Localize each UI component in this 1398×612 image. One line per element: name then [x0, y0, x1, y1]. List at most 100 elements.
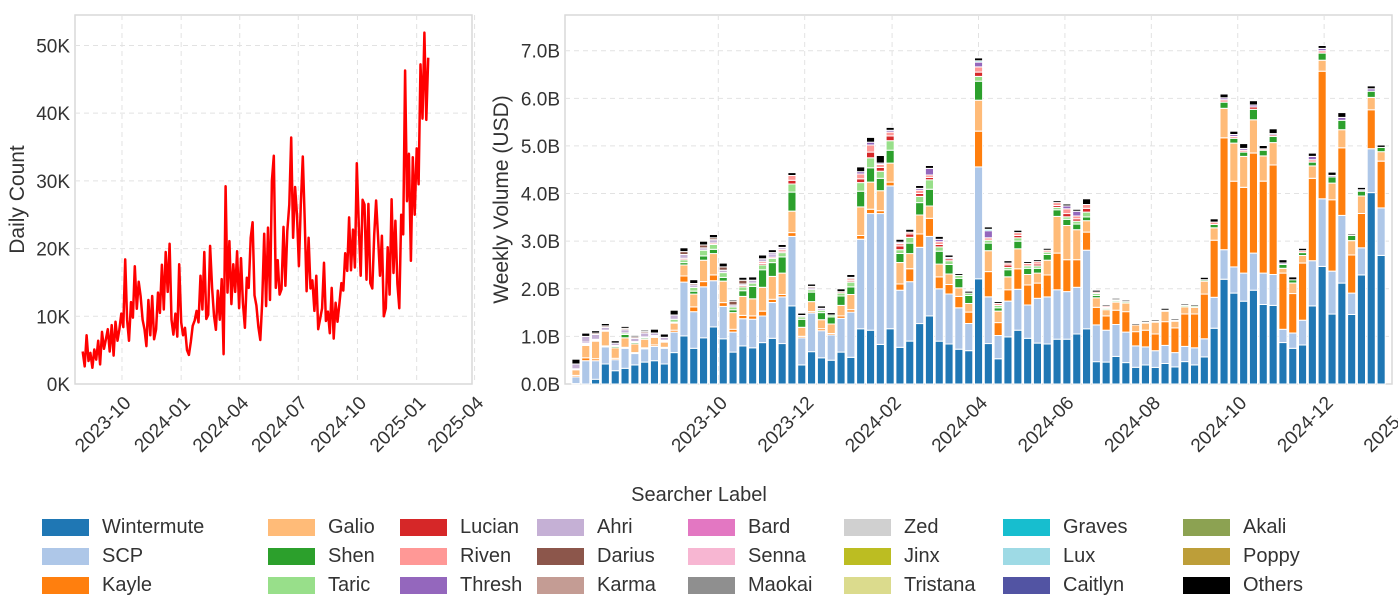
bar-segment-wintermute	[1298, 344, 1308, 385]
legend-item-galio: Galio	[268, 516, 375, 539]
bar-segment-galio	[591, 340, 601, 360]
bar-segment-others	[1170, 318, 1180, 321]
legend-swatch	[688, 577, 735, 594]
bar-segment-wintermute	[1013, 329, 1023, 385]
y-tick-label: 0.0B	[521, 375, 560, 396]
bar-segment-taric	[905, 236, 915, 244]
bar-segment-scp	[1327, 270, 1337, 315]
bar-segment-kayle	[1376, 160, 1386, 209]
bar-segment-wintermute	[1307, 305, 1317, 385]
bar-segment-shen	[856, 190, 866, 208]
bar-segment-wintermute	[591, 378, 601, 385]
bar-segment-scp	[1209, 296, 1219, 329]
x-tick-label: 2025-04	[424, 392, 488, 456]
bar-segment-wintermute	[718, 338, 728, 385]
bar-segment-scp	[649, 345, 660, 362]
stacked-bar	[1121, 299, 1131, 385]
bar-segment-kayle	[1307, 177, 1317, 262]
legend-swatch	[1183, 577, 1230, 594]
legend-label: Graves	[1063, 516, 1128, 538]
legend-item-jinx: Jinx	[844, 545, 940, 568]
bar-segment-lucian	[895, 245, 905, 251]
bar-segment-others	[1160, 307, 1170, 311]
bar-segment-riven	[787, 175, 797, 181]
bar-segment-wintermute	[1042, 343, 1052, 385]
bar-segment-taric	[846, 281, 856, 288]
legend-swatch	[42, 577, 89, 594]
bar-segment-wintermute	[816, 357, 827, 385]
bar-segment-darius	[728, 300, 738, 306]
bar-segment-thresh	[1072, 210, 1082, 217]
bar-segment-scp	[1190, 347, 1200, 366]
bar-segment-wintermute	[649, 360, 660, 385]
bar-segment-kayle	[1248, 152, 1259, 254]
y-axis-label: Weekly Volume (USD)	[490, 95, 513, 304]
bar-segment-shen	[875, 177, 885, 192]
bar-segment-riven	[1082, 204, 1092, 209]
bar-segment-riven	[885, 131, 895, 137]
bar-segment-wintermute	[1209, 327, 1219, 385]
bar-segment-scp	[748, 318, 758, 349]
bar-segment-others	[944, 254, 954, 258]
bar-segment-wintermute	[758, 342, 768, 385]
stacked-bar	[581, 332, 591, 385]
x-tick-label: 2024-08	[1101, 393, 1165, 457]
bar-segment-others	[1013, 229, 1023, 234]
bar-segment-others	[1072, 208, 1082, 212]
bar-segment-wintermute	[600, 363, 610, 385]
bar-segment-galio	[1150, 321, 1160, 335]
bar-segment-galio	[1229, 142, 1239, 182]
bar-segment-wintermute	[807, 351, 817, 385]
legend-label: Akali	[1243, 516, 1287, 538]
bar-segment-scp	[699, 286, 709, 339]
bar-segment-taric	[944, 260, 954, 266]
bar-segment-lucian	[1082, 207, 1092, 213]
stacked-bar	[846, 274, 856, 385]
bar-segment-kayle	[708, 274, 719, 282]
stacked-bar	[630, 334, 640, 385]
bar-segment-galio	[856, 206, 866, 236]
bar-segment-taric	[787, 183, 797, 193]
bar-segment-galio	[659, 341, 669, 348]
bar-segment-kayle	[758, 310, 768, 317]
bar-segment-kayle	[954, 295, 964, 309]
bar-segment-others	[718, 262, 728, 268]
bar-segment-kayle	[934, 276, 944, 290]
bar-segment-galio	[1317, 59, 1327, 72]
bar-segment-scp	[974, 166, 984, 280]
bar-segment-taric	[708, 244, 719, 250]
bar-segment-scp	[581, 360, 591, 385]
stacked-bar	[1140, 320, 1151, 385]
stacked-bar	[610, 340, 620, 385]
bar-segment-others	[1003, 260, 1013, 264]
bar-segment-lucian	[866, 151, 876, 159]
stacked-bar	[1209, 218, 1219, 385]
bar-segment-wintermute	[640, 361, 650, 385]
stacked-bar	[689, 279, 699, 385]
bar-segment-shen	[1248, 108, 1259, 121]
x-tick-label: 2024-12	[1274, 393, 1338, 457]
bar-segment-wintermute	[866, 329, 876, 385]
bar-segment-galio	[699, 259, 709, 283]
bar-segment-galio	[807, 301, 817, 313]
bar-segment-taric	[885, 140, 895, 151]
legend-label: Thresh	[460, 574, 523, 596]
stacked-bar	[591, 330, 601, 385]
legend-label: Galio	[328, 516, 375, 538]
bar-segment-kayle	[679, 275, 689, 283]
y-tick-label: 40K	[36, 104, 70, 125]
bar-segment-kayle	[1278, 272, 1288, 330]
bar-segment-galio	[787, 210, 797, 234]
bar-segment-galio	[718, 280, 728, 304]
bar-segment-galio	[581, 344, 591, 359]
bar-segment-taric	[924, 179, 935, 190]
bar-segment-thresh	[974, 61, 984, 68]
bar-segment-shen	[708, 248, 719, 255]
bar-segment-scp	[895, 289, 905, 348]
legend-label: Caitlyn	[1063, 574, 1125, 596]
bar-segment-wintermute	[1131, 366, 1141, 385]
bar-segment-kayle	[1366, 109, 1376, 150]
bar-segment-others	[836, 288, 846, 293]
bar-segment-scp	[679, 281, 689, 337]
x-tick-label: 2024-01	[131, 393, 195, 457]
